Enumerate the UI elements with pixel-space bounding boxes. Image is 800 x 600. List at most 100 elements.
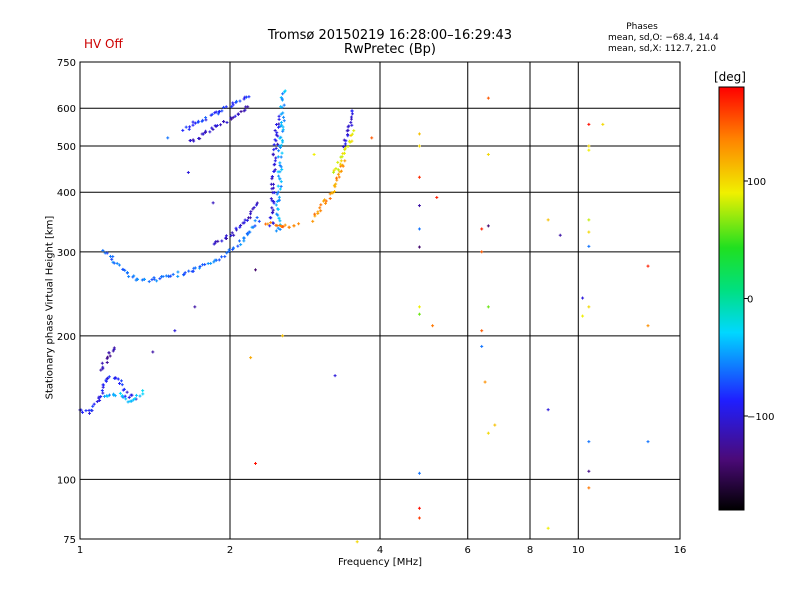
echo-point: [276, 142, 280, 146]
echo-point: [198, 266, 202, 270]
echo-point: [349, 117, 353, 121]
echo-point: [279, 184, 283, 188]
echo-point: [273, 138, 277, 142]
echo-point: [116, 377, 120, 381]
echo-point: [370, 136, 374, 140]
echo-point: [280, 225, 284, 229]
echo-point: [287, 225, 291, 229]
echo-point: [107, 375, 111, 379]
echo-point: [350, 109, 354, 113]
echo-point: [118, 381, 122, 385]
echo-point: [103, 394, 107, 398]
echo-point: [279, 155, 283, 159]
echo-point: [324, 201, 328, 205]
echo-point: [264, 222, 268, 226]
echo-point: [271, 191, 275, 195]
phase-info-title: Phases: [626, 22, 658, 32]
echo-point: [276, 125, 280, 129]
echo-point: [111, 255, 115, 259]
x-tick-label: 10: [572, 545, 585, 556]
echo-point: [122, 387, 126, 391]
echo-point: [229, 234, 233, 238]
echo-point: [281, 125, 285, 129]
y-tick-label: 400: [57, 188, 76, 199]
echo-point: [275, 192, 279, 196]
echo-point: [279, 112, 283, 116]
echo-point: [191, 138, 195, 142]
echo-point: [483, 380, 487, 384]
echo-point: [212, 260, 216, 264]
echo-point: [234, 228, 238, 232]
echo-point: [332, 168, 336, 172]
echo-point: [281, 225, 285, 229]
y-tick-label: 200: [57, 332, 76, 343]
echo-point: [283, 89, 287, 93]
echo-point: [227, 248, 231, 252]
echo-point: [255, 216, 259, 220]
echo-point: [278, 187, 282, 191]
echo-point: [271, 152, 275, 156]
echo-point: [239, 110, 243, 114]
echo-point: [278, 146, 282, 150]
echo-point: [111, 349, 115, 353]
echo-point: [248, 230, 252, 234]
echo-point: [276, 134, 280, 138]
echo-point: [486, 96, 490, 100]
echo-point: [349, 115, 353, 119]
echo-point: [546, 408, 550, 412]
echo-point: [339, 159, 343, 163]
echo-point: [345, 129, 349, 133]
echo-point: [271, 208, 275, 212]
echo-point: [546, 526, 550, 530]
echo-point: [152, 276, 156, 280]
echo-point: [233, 114, 237, 118]
echo-point: [280, 97, 284, 101]
echo-point: [224, 237, 228, 241]
echo-point: [250, 225, 254, 229]
echo-point: [277, 216, 281, 220]
echo-point: [480, 329, 484, 333]
x-tick-label: 1: [77, 545, 83, 556]
echo-point: [601, 122, 605, 126]
y-tick-label: 75: [63, 535, 76, 546]
echo-point: [581, 314, 585, 318]
echo-point: [274, 139, 278, 143]
echo-point: [104, 379, 108, 383]
echo-point: [587, 148, 591, 152]
echo-point: [181, 128, 185, 132]
chart-title: Tromsø 20150219 16:28:00–16:29:43: [267, 28, 513, 43]
echo-point: [155, 279, 159, 283]
echo-point: [244, 105, 248, 109]
echo-point: [231, 103, 235, 107]
echo-point: [190, 269, 194, 273]
echo-point: [282, 103, 286, 107]
echo-point: [341, 163, 345, 167]
echo-point: [292, 224, 296, 228]
echo-point: [277, 199, 281, 203]
echo-point: [272, 201, 276, 205]
echo-point: [336, 172, 340, 176]
echo-point: [112, 347, 116, 351]
echo-point: [269, 216, 273, 220]
echo-point: [270, 211, 274, 215]
echo-point: [279, 224, 283, 228]
echo-point: [343, 146, 347, 150]
echo-point: [341, 164, 345, 168]
echo-point: [276, 213, 280, 217]
echo-point: [340, 155, 344, 159]
echo-point: [339, 155, 343, 159]
y-tick-label: 300: [57, 248, 76, 259]
echo-point: [272, 170, 276, 174]
echo-point: [343, 142, 347, 146]
echo-point: [277, 195, 281, 199]
echo-point: [546, 218, 550, 222]
echo-point: [216, 239, 220, 243]
echo-point: [349, 134, 353, 138]
echo-point: [213, 124, 217, 128]
echo-point: [114, 376, 118, 380]
echo-point: [278, 227, 282, 231]
y-axis-label: Stationary phase Virtual Height [km]: [44, 215, 56, 400]
echo-point: [167, 275, 171, 279]
echo-point: [121, 267, 125, 271]
echo-point: [81, 410, 85, 414]
